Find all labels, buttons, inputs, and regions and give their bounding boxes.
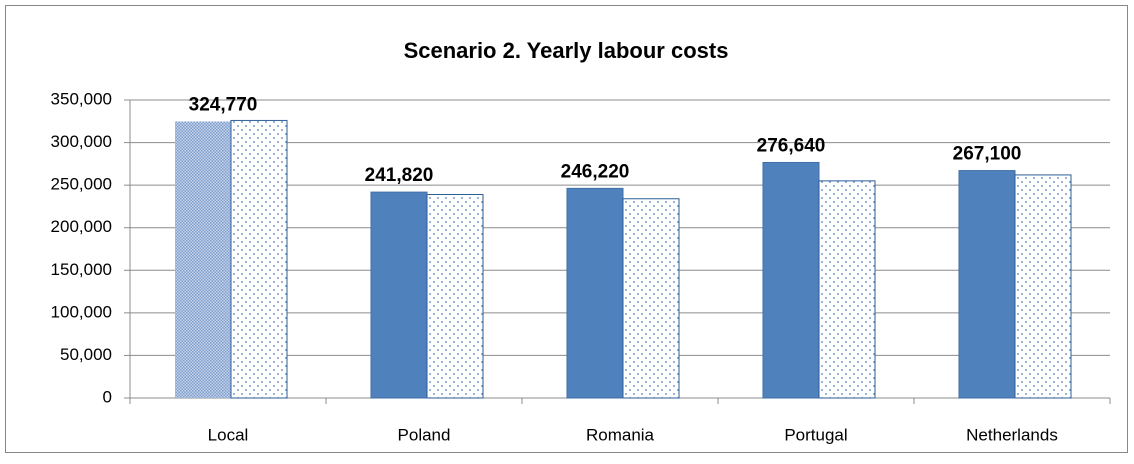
- y-tick-label: 100,000: [51, 302, 112, 321]
- y-tick-label: 50,000: [60, 345, 112, 364]
- x-tick-label: Local: [208, 425, 249, 444]
- data-label: 276,640: [757, 135, 826, 156]
- y-tick-label: 300,000: [51, 132, 112, 151]
- bar: [426, 194, 484, 399]
- x-tick-label: Portugal: [784, 425, 847, 444]
- bar: [370, 191, 428, 399]
- chart-title: Scenario 2. Yearly labour costs: [404, 38, 729, 63]
- y-tick-label: 250,000: [51, 175, 112, 194]
- x-tick-label: Netherlands: [966, 425, 1058, 444]
- bar: [230, 119, 288, 399]
- data-label: 241,820: [365, 165, 434, 186]
- x-tick-label: Romania: [586, 425, 655, 444]
- y-tick-label: 350,000: [51, 89, 112, 108]
- bar: [1014, 174, 1072, 399]
- bar: [818, 180, 876, 399]
- y-tick-label: 150,000: [51, 260, 112, 279]
- data-label: 267,100: [953, 144, 1022, 165]
- y-tick-label: 200,000: [51, 217, 112, 236]
- bar: [175, 121, 231, 399]
- bar: [622, 198, 680, 399]
- bar: [762, 161, 820, 399]
- y-tick-label: 0: [103, 387, 112, 406]
- bar: [958, 170, 1016, 399]
- data-label: 324,770: [189, 94, 258, 115]
- data-label: 246,220: [561, 161, 630, 182]
- x-tick-label: Poland: [398, 425, 451, 444]
- bar: [566, 187, 624, 399]
